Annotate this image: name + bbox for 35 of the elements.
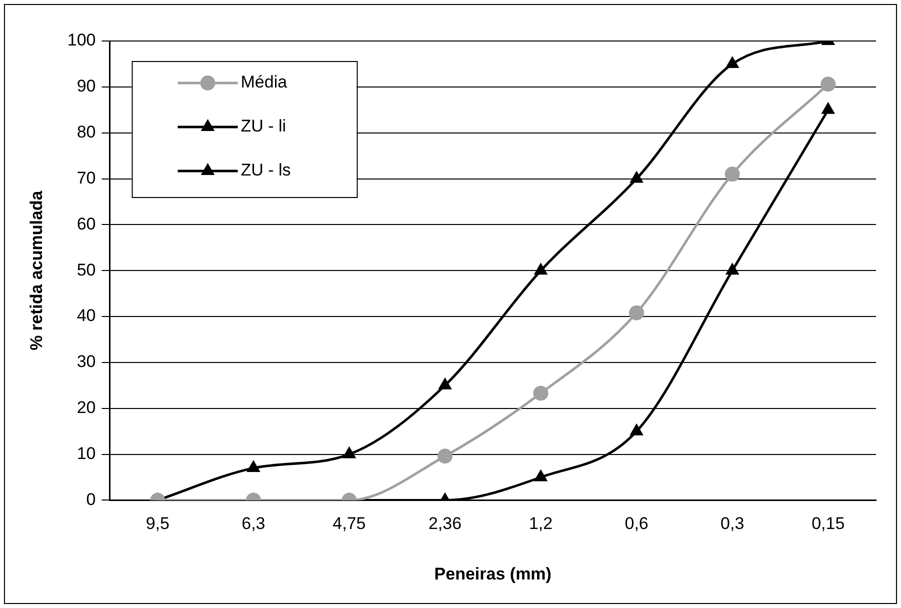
y-tick-label: 40	[76, 306, 96, 326]
y-tick-label: 100	[67, 30, 96, 50]
y-tick-label: 30	[76, 352, 96, 372]
legend-label: ZU - ls	[240, 160, 291, 180]
point	[438, 378, 452, 390]
y-tick-label: 20	[76, 398, 96, 418]
y-tick-label: 80	[76, 122, 96, 142]
x-tick-label: 0,3	[720, 514, 744, 534]
x-tick-label: 4,75	[332, 514, 366, 534]
point	[630, 171, 644, 183]
point	[342, 446, 356, 458]
y-tick-label: 50	[76, 260, 96, 280]
point	[534, 470, 548, 482]
point	[822, 102, 835, 114]
point	[820, 76, 836, 92]
legend-label: Média	[240, 72, 288, 92]
y-tick-label: 0	[86, 490, 96, 509]
x-tick-label: 1,2	[528, 514, 553, 534]
point	[630, 424, 644, 436]
x-tick-label: 9,5	[146, 514, 170, 534]
legend-label: ZU - li	[240, 116, 286, 136]
y-tick-label: 90	[76, 76, 96, 96]
x-tick-label: 6,3	[242, 514, 266, 534]
point	[726, 263, 739, 275]
x-tick-label: 2,36	[428, 514, 462, 534]
y-tick-label: 70	[76, 168, 96, 188]
y-tick-label: 10	[76, 444, 96, 463]
x-tick-label: 0,15	[812, 514, 845, 534]
x-axis-title: Peneiras (mm)	[434, 564, 552, 584]
point	[246, 460, 260, 472]
y-axis-title: % retida acumulada	[26, 190, 46, 350]
point	[534, 263, 548, 275]
x-tick-label: 0,6	[624, 514, 648, 534]
point	[724, 166, 740, 182]
y-tick-label: 60	[76, 214, 96, 234]
